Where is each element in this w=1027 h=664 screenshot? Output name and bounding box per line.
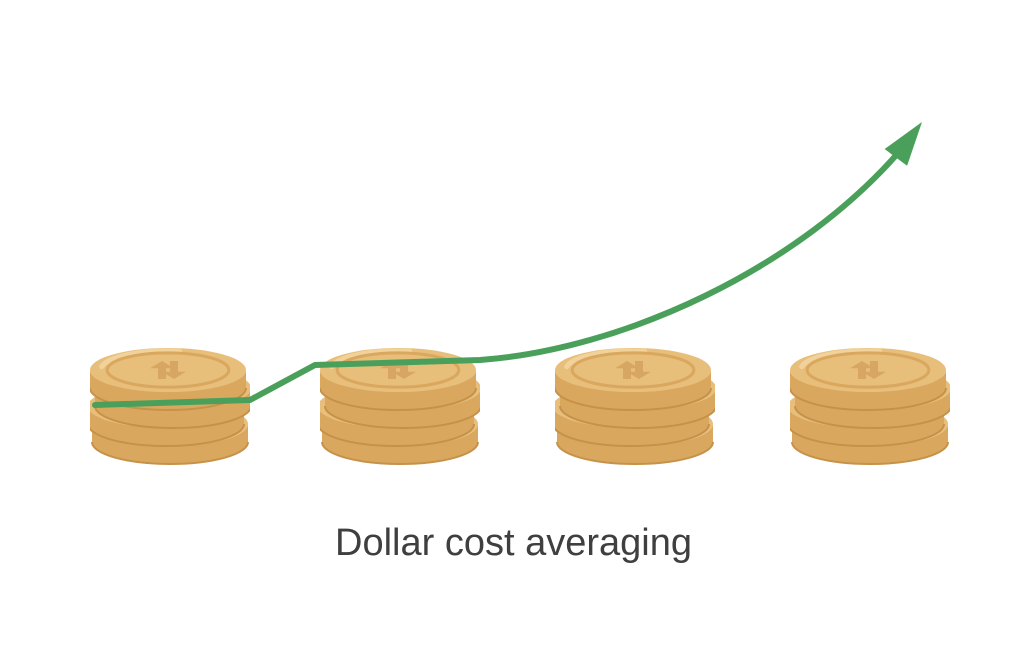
- coin-stack: [320, 346, 480, 471]
- coin-stack: [90, 346, 250, 471]
- coin-stack: [790, 346, 950, 471]
- infographic-canvas: Dollar cost averaging: [0, 0, 1027, 664]
- caption-text: Dollar cost averaging: [0, 522, 1027, 565]
- coin-stack: [555, 346, 715, 471]
